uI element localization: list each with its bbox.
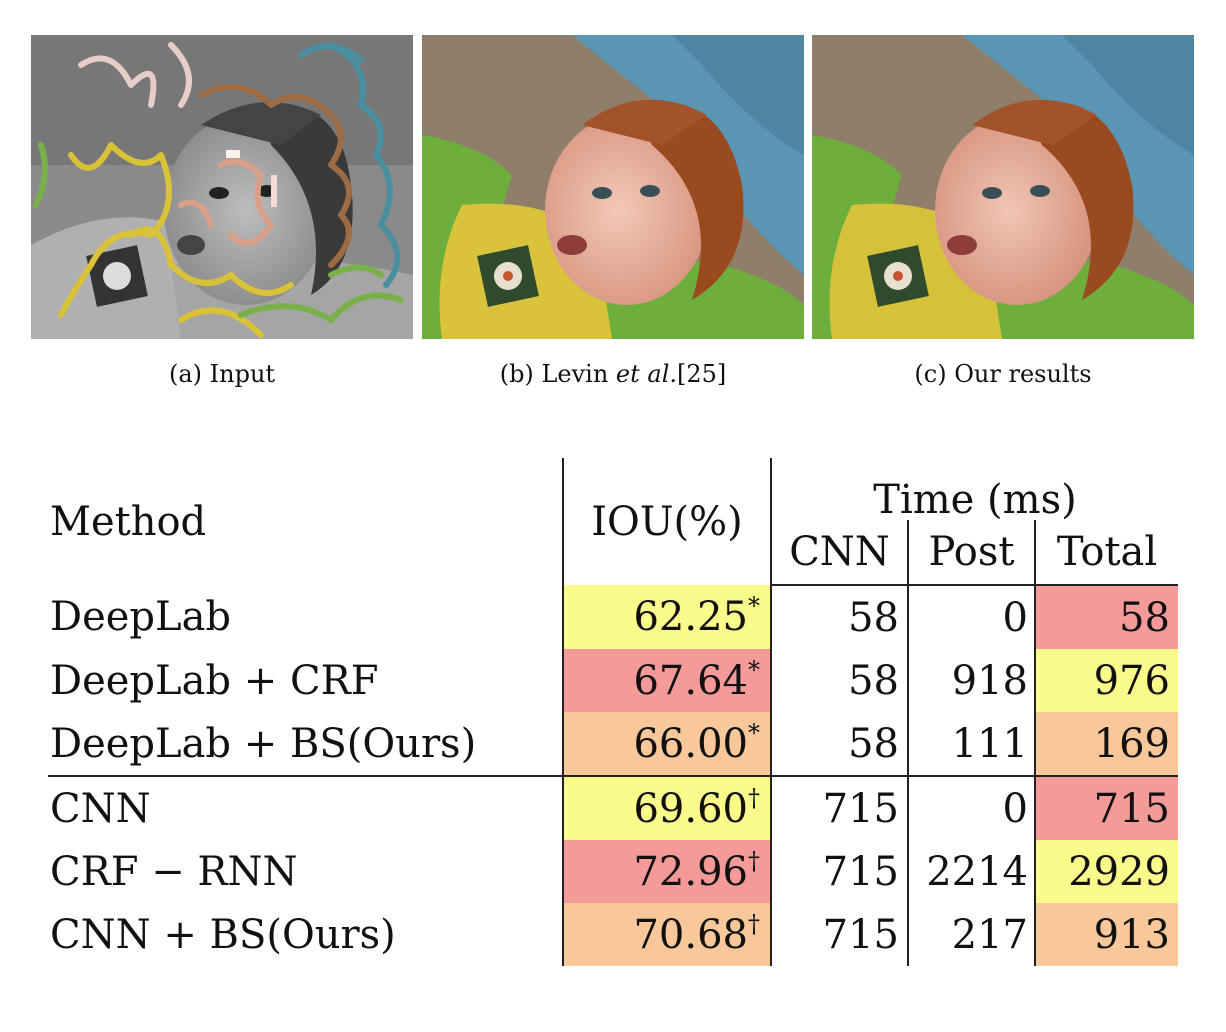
cnn-time-cell: 715 (771, 775, 909, 840)
iou-cell: 62.25* (562, 585, 772, 649)
iou-value: 66.00 (633, 720, 748, 767)
iou-footnote-mark: † (748, 783, 760, 812)
caption-et-al: et al. (615, 360, 678, 388)
iou-cell: 66.00* (562, 712, 772, 776)
cnn-time-cell: 715 (771, 840, 909, 903)
header-time: Time (ms) (873, 477, 1077, 523)
caption-label: (b) (499, 360, 534, 388)
header-iou: IOU(%) (562, 458, 772, 585)
table-row: CRF − RNN 72.96† 715 2214 2929 (48, 840, 1178, 903)
caption-text: Input (209, 360, 276, 388)
method-cell: DeepLab (50, 594, 232, 640)
header-row-top: Method IOU(%) Time (ms) (48, 458, 1178, 585)
total-time-cell: 976 (1035, 649, 1178, 712)
table-row: CNN 69.60† 715 0 715 (48, 775, 1178, 840)
iou-value: 62.25 (633, 594, 748, 640)
header-cnn: CNN (771, 520, 909, 586)
table-row: DeepLab 62.25* 58 0 58 (48, 585, 1178, 649)
caption-ours: (c) Our results (812, 360, 1194, 388)
iou-value: 67.64 (633, 657, 748, 704)
post-time-cell: 0 (908, 585, 1036, 649)
post-time-cell: 918 (908, 649, 1036, 712)
table-row: CNN + BS(Ours) 70.68† 715 217 913 (48, 903, 1178, 966)
iou-footnote-mark: † (748, 846, 760, 875)
caption-input: (a) Input (31, 360, 413, 388)
total-time-cell: 913 (1035, 903, 1178, 966)
iou-footnote-mark: * (748, 718, 760, 747)
iou-value: 69.60 (633, 785, 748, 832)
iou-footnote-mark: * (748, 592, 760, 620)
caption-citation: [25] (677, 360, 727, 388)
cnn-time-cell: 58 (771, 712, 909, 776)
iou-footnote-mark: † (748, 909, 760, 938)
iou-value: 70.68 (633, 911, 748, 958)
method-cell: DeepLab + CRF (50, 657, 379, 704)
caption-levin: (b) Levin et al.[25] (422, 360, 804, 388)
post-time-cell: 111 (908, 712, 1036, 776)
post-time-cell: 2214 (908, 840, 1036, 903)
iou-cell: 69.60† (562, 775, 772, 840)
cnn-time-cell: 58 (771, 585, 909, 649)
caption-label: (a) (168, 360, 202, 388)
iou-cell: 70.68† (562, 903, 772, 966)
total-time-cell: 715 (1035, 775, 1178, 840)
iou-value: 72.96 (633, 848, 748, 895)
table-body: DeepLab 62.25* 58 0 58 DeepLab + CRF 67.64* 58 9… (48, 585, 1178, 966)
iou-cell: 72.96† (562, 840, 772, 903)
header-post: Post (908, 520, 1036, 586)
caption-text: Our results (954, 360, 1092, 388)
method-cell: CNN + BS(Ours) (50, 911, 396, 958)
total-time-cell: 169 (1035, 712, 1178, 776)
method-cell: CNN (48, 775, 563, 840)
our-result-image (812, 35, 1194, 339)
total-time-cell: 2929 (1035, 840, 1178, 903)
post-time-cell: 217 (908, 903, 1036, 966)
method-cell: DeepLab + BS(Ours) (50, 720, 477, 767)
post-time-cell: 0 (908, 775, 1036, 840)
caption-label: (c) (914, 360, 947, 388)
iou-footnote-mark: * (748, 655, 760, 684)
caption-text: Levin (541, 360, 609, 388)
table-row: DeepLab + CRF 67.64* 58 918 976 (48, 649, 1178, 712)
input-image (31, 35, 413, 339)
cnn-time-cell: 58 (771, 649, 909, 712)
total-time-cell: 58 (1035, 585, 1178, 649)
table-row: DeepLab + BS(Ours) 66.00* 58 111 169 (48, 712, 1178, 776)
results-table: Method IOU(%) Time (ms) CNN Post Total D… (48, 458, 1178, 966)
iou-cell: 67.64* (562, 649, 772, 712)
levin-result-image (422, 35, 804, 339)
header-method: Method (50, 498, 207, 545)
header-row-sub: CNN Post Total (48, 520, 1178, 586)
method-cell: CRF − RNN (50, 848, 298, 895)
cnn-time-cell: 715 (771, 903, 909, 966)
header-total: Total (1035, 520, 1178, 586)
